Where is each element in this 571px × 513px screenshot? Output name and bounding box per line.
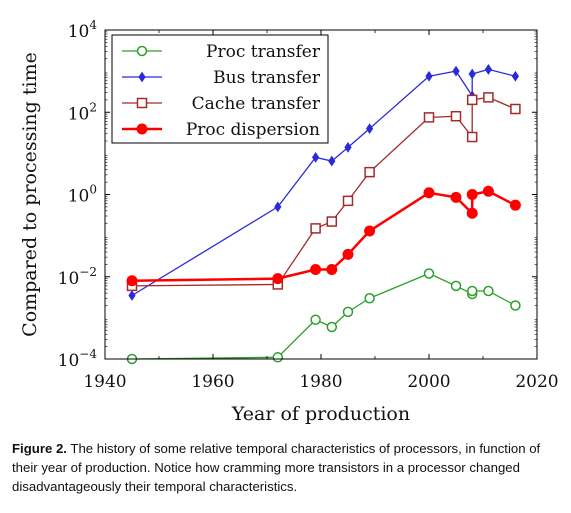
y-tick-label: 10−2 xyxy=(58,265,97,289)
data-point xyxy=(425,70,433,82)
data-point xyxy=(274,201,282,213)
legend-marker xyxy=(138,71,146,83)
data-point xyxy=(466,207,478,219)
legend-entry: Bus transfer xyxy=(122,68,321,88)
legend-marker xyxy=(136,123,148,135)
y-tick-label: 10−4 xyxy=(58,347,98,371)
legend-label: Proc dispersion xyxy=(186,120,320,140)
data-point xyxy=(450,191,462,203)
series-proc-dispersion xyxy=(126,185,521,287)
data-point xyxy=(466,189,478,200)
data-point xyxy=(466,131,478,143)
data-point xyxy=(423,112,435,123)
figure-caption: Figure 2. The history of some relative t… xyxy=(12,439,560,496)
data-point xyxy=(364,293,375,304)
legend: Proc transfer Bus transfer Cache transfer P… xyxy=(111,34,329,144)
data-point xyxy=(326,216,338,227)
y-axis-title: Compared to processing time xyxy=(19,52,41,337)
ticks-layer: 1940 1960 1980 2000 2020 10−4 10−2 100 102 104 xyxy=(58,18,559,392)
data-point xyxy=(466,94,478,106)
data-point xyxy=(423,187,435,199)
data-point xyxy=(509,199,521,211)
series-line xyxy=(131,189,516,282)
series-layer xyxy=(126,64,521,365)
data-point xyxy=(450,280,462,292)
data-point xyxy=(126,275,138,287)
data-point xyxy=(311,151,320,163)
data-point xyxy=(342,248,354,260)
data-point xyxy=(310,223,321,234)
data-point xyxy=(365,123,374,135)
data-point xyxy=(468,68,476,80)
series-bus-transfer xyxy=(128,64,520,301)
data-point xyxy=(364,166,375,178)
data-point xyxy=(510,300,521,311)
data-point xyxy=(326,321,338,333)
data-point xyxy=(272,273,284,285)
x-axis-title: Year of production xyxy=(231,403,410,425)
y-tick-label: 100 xyxy=(68,183,97,207)
legend-label: Proc transfer xyxy=(206,42,321,62)
x-tick-label: 1940 xyxy=(83,372,126,392)
data-point xyxy=(510,103,521,115)
legend-box xyxy=(111,34,329,144)
data-point xyxy=(423,268,435,279)
x-tick-label: 2020 xyxy=(515,372,558,392)
legend-label: Bus transfer xyxy=(213,68,321,88)
data-point xyxy=(511,70,520,82)
legend-marker xyxy=(136,97,148,109)
data-point xyxy=(310,264,322,276)
data-point xyxy=(272,352,284,363)
data-point xyxy=(450,110,462,122)
data-point xyxy=(342,195,354,207)
x-tick-label: 2000 xyxy=(407,372,450,392)
data-point xyxy=(483,92,494,103)
x-tick-label: 1980 xyxy=(299,372,342,392)
legend-entry: Proc transfer xyxy=(122,42,321,62)
data-point xyxy=(364,225,376,237)
data-point xyxy=(466,285,478,297)
data-point xyxy=(483,285,494,297)
y-tick-label: 104 xyxy=(68,18,98,42)
legend-marker xyxy=(136,45,148,57)
series-proc-transfer xyxy=(126,268,521,365)
data-point xyxy=(344,141,352,153)
x-tick-label: 1960 xyxy=(191,372,234,392)
legend-label: Cache transfer xyxy=(192,94,321,114)
data-point xyxy=(452,65,460,77)
data-point xyxy=(484,64,493,75)
caption-text: The history of some relative temporal ch… xyxy=(12,441,541,494)
legend-entry: Proc dispersion xyxy=(122,120,320,140)
data-point xyxy=(328,155,336,167)
legend-entry: Cache transfer xyxy=(122,94,321,114)
chart: 1940 1960 1980 2000 2020 10−4 10−2 100 102 104 Ye… xyxy=(19,18,559,425)
data-point xyxy=(326,264,338,276)
data-point xyxy=(342,306,354,318)
caption-label: Figure 2. xyxy=(12,441,67,456)
y-tick-label: 102 xyxy=(68,100,97,124)
data-point xyxy=(310,314,321,326)
data-point xyxy=(128,290,136,301)
data-point xyxy=(482,185,494,197)
